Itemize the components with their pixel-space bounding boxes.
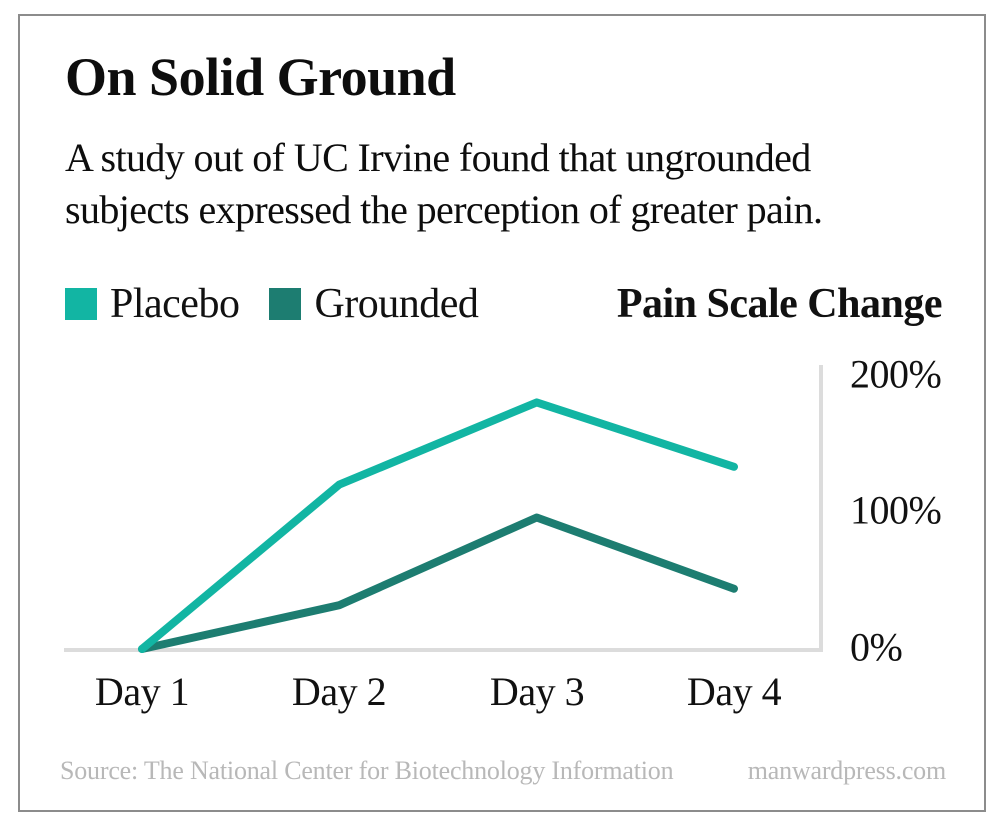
page-title: On Solid Ground — [65, 47, 456, 107]
y-tick-200: 200% — [850, 351, 942, 397]
grounded-series-line — [138, 513, 738, 653]
x-tick-day-2: Day 2 — [291, 669, 387, 714]
chart-legend: Placebo Grounded — [65, 281, 508, 327]
y-tick-0: 0% — [850, 624, 903, 670]
legend-label-grounded: Grounded — [314, 281, 479, 327]
grounded-swatch-icon — [269, 288, 302, 320]
chart-subtitle: A study out of UC Irvine found that ungr… — [65, 132, 823, 236]
x-tick-day-1: Day 1 — [94, 669, 190, 714]
source-attribution: Source: The National Center for Biotechn… — [60, 756, 674, 785]
chart-card: On Solid Ground A study out of UC Irvine… — [18, 14, 986, 812]
subtitle-line-1: A study out of UC Irvine found that ungr… — [65, 135, 811, 180]
subtitle-line-2: subjects expressed the perception of gre… — [65, 187, 823, 232]
placebo-swatch-icon — [65, 288, 97, 320]
line-chart — [64, 365, 823, 653]
x-tick-day-4: Day 4 — [686, 669, 782, 714]
x-tick-day-3: Day 3 — [489, 669, 585, 714]
y-tick-100: 100% — [850, 487, 942, 533]
y-axis-title: Pain Scale Change — [616, 281, 943, 327]
legend-item-grounded: Grounded — [269, 281, 479, 327]
placebo-series-line — [138, 398, 738, 653]
legend-item-placebo: Placebo — [65, 281, 240, 327]
legend-label-placebo: Placebo — [110, 281, 240, 327]
publisher-url: manwardpress.com — [747, 756, 946, 785]
